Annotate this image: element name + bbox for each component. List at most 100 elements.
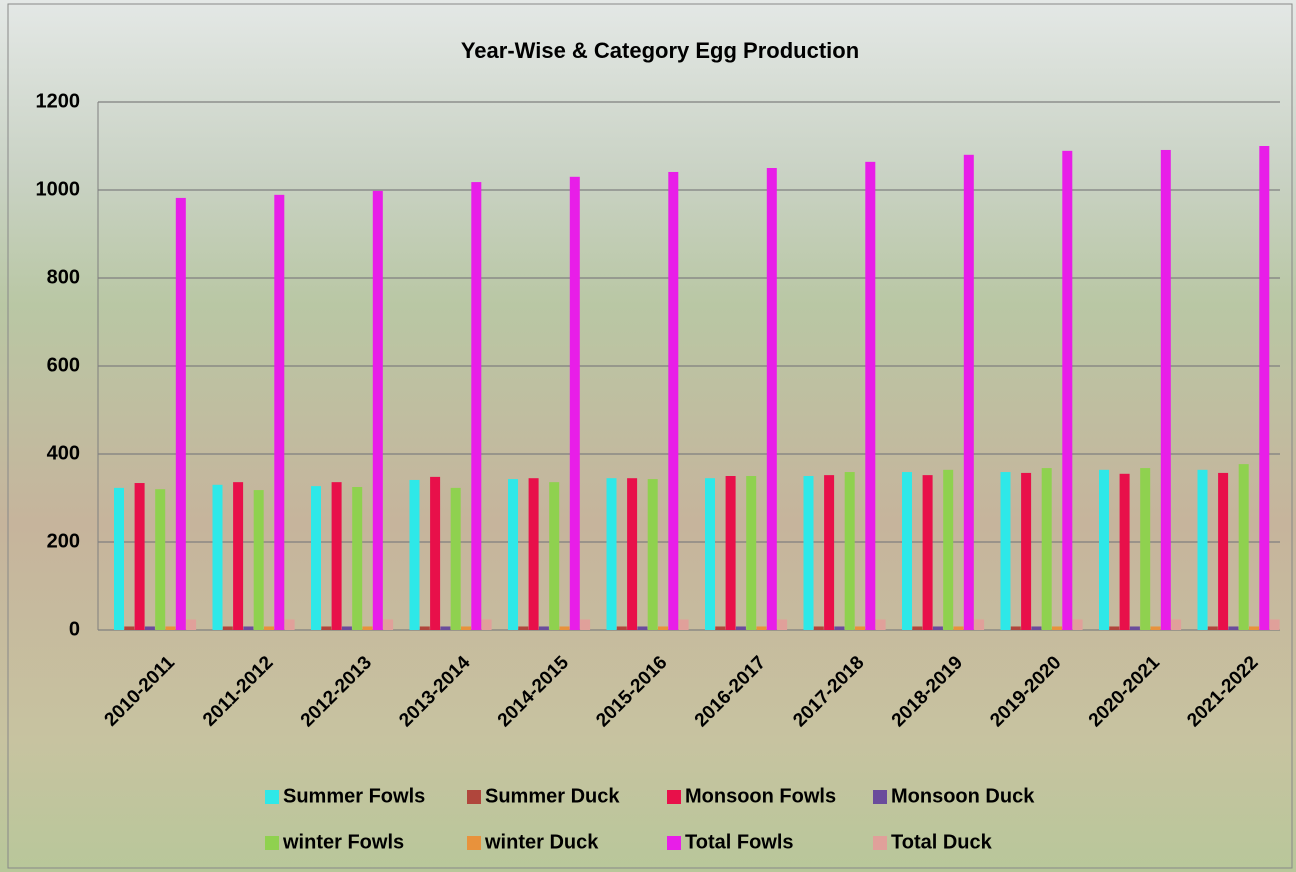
bar bbox=[606, 478, 617, 630]
bar bbox=[1207, 626, 1218, 630]
bar bbox=[1109, 626, 1120, 630]
bar bbox=[756, 626, 767, 630]
bar bbox=[658, 626, 668, 630]
bar bbox=[383, 619, 394, 630]
bar bbox=[1119, 473, 1130, 630]
bar bbox=[165, 626, 176, 630]
bar bbox=[1031, 626, 1042, 630]
legend-swatch bbox=[265, 836, 279, 850]
y-tick-label: 0 bbox=[69, 618, 80, 640]
bar bbox=[715, 626, 726, 630]
bar bbox=[912, 626, 923, 630]
bar bbox=[735, 626, 746, 630]
bar bbox=[549, 482, 560, 630]
bar bbox=[284, 619, 295, 630]
bar bbox=[627, 478, 638, 630]
bar bbox=[264, 626, 274, 630]
bar bbox=[450, 487, 461, 630]
legend-swatch bbox=[467, 790, 481, 804]
bar bbox=[766, 168, 777, 630]
bar bbox=[647, 479, 658, 630]
bar bbox=[637, 626, 648, 630]
chart-title: Year-Wise & Category Egg Production bbox=[461, 38, 859, 63]
y-tick-label: 400 bbox=[47, 442, 80, 464]
bar bbox=[528, 478, 539, 630]
bar bbox=[440, 626, 451, 630]
y-tick-label: 200 bbox=[47, 530, 80, 552]
bar bbox=[974, 619, 985, 630]
bar bbox=[471, 182, 482, 630]
bar bbox=[777, 619, 788, 630]
bar bbox=[321, 626, 332, 630]
bar bbox=[233, 482, 244, 630]
y-tick-label: 1200 bbox=[36, 90, 81, 112]
bar bbox=[922, 475, 933, 630]
bar bbox=[352, 487, 363, 630]
bar bbox=[1010, 626, 1021, 630]
bar bbox=[508, 479, 518, 630]
bar bbox=[813, 626, 824, 630]
bar bbox=[875, 619, 886, 630]
bar bbox=[155, 489, 166, 630]
bar bbox=[1238, 464, 1249, 630]
bar bbox=[1129, 626, 1140, 630]
legend-label: Total Fowls bbox=[685, 831, 794, 853]
bar bbox=[419, 626, 430, 630]
bar bbox=[616, 626, 627, 630]
bar bbox=[1171, 619, 1182, 630]
bar bbox=[1000, 472, 1011, 630]
bar bbox=[134, 483, 145, 630]
bar bbox=[953, 626, 964, 630]
bar bbox=[932, 626, 943, 630]
bar bbox=[372, 190, 383, 630]
bar bbox=[114, 487, 124, 630]
bar bbox=[243, 626, 254, 630]
bar bbox=[430, 476, 441, 630]
legend-swatch bbox=[667, 836, 681, 850]
legend-label: Summer Fowls bbox=[283, 785, 425, 807]
bar bbox=[1140, 468, 1151, 630]
bar bbox=[481, 619, 492, 630]
bar bbox=[668, 171, 679, 630]
bar bbox=[824, 475, 835, 630]
legend-label: Summer Duck bbox=[485, 785, 620, 807]
bar bbox=[855, 626, 865, 630]
bar bbox=[311, 486, 321, 630]
bar bbox=[746, 476, 757, 630]
legend-label: winter Duck bbox=[484, 831, 599, 853]
bar bbox=[1259, 146, 1270, 630]
bar bbox=[902, 472, 912, 630]
bar bbox=[144, 626, 155, 630]
bar bbox=[1249, 626, 1259, 630]
bar bbox=[186, 619, 197, 630]
bar bbox=[834, 626, 845, 630]
bar bbox=[943, 469, 954, 630]
bar bbox=[461, 626, 471, 630]
bar bbox=[1218, 472, 1229, 630]
bar bbox=[1072, 619, 1083, 630]
bar bbox=[580, 619, 591, 630]
bar bbox=[963, 154, 974, 631]
bar bbox=[518, 626, 529, 630]
bar bbox=[1160, 149, 1171, 630]
bar bbox=[1197, 469, 1208, 630]
bar bbox=[274, 194, 285, 630]
bar bbox=[1062, 150, 1073, 630]
bar bbox=[1099, 469, 1109, 630]
frame bbox=[7, 3, 1293, 869]
bar bbox=[1228, 626, 1239, 630]
legend-swatch bbox=[467, 836, 481, 850]
legend-label: winter Fowls bbox=[282, 831, 404, 853]
legend-swatch bbox=[873, 790, 887, 804]
bar bbox=[538, 626, 549, 630]
legend-swatch bbox=[265, 790, 279, 804]
bar bbox=[362, 626, 373, 630]
bar bbox=[222, 626, 233, 630]
bar bbox=[124, 626, 135, 630]
bar bbox=[725, 476, 736, 630]
bar bbox=[1021, 472, 1032, 630]
bar bbox=[803, 476, 814, 630]
legend-label: Monsoon Fowls bbox=[685, 785, 836, 807]
